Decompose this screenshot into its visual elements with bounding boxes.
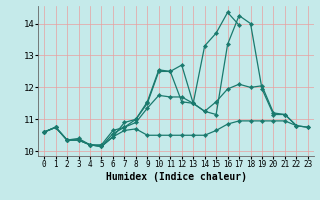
X-axis label: Humidex (Indice chaleur): Humidex (Indice chaleur)	[106, 172, 246, 182]
